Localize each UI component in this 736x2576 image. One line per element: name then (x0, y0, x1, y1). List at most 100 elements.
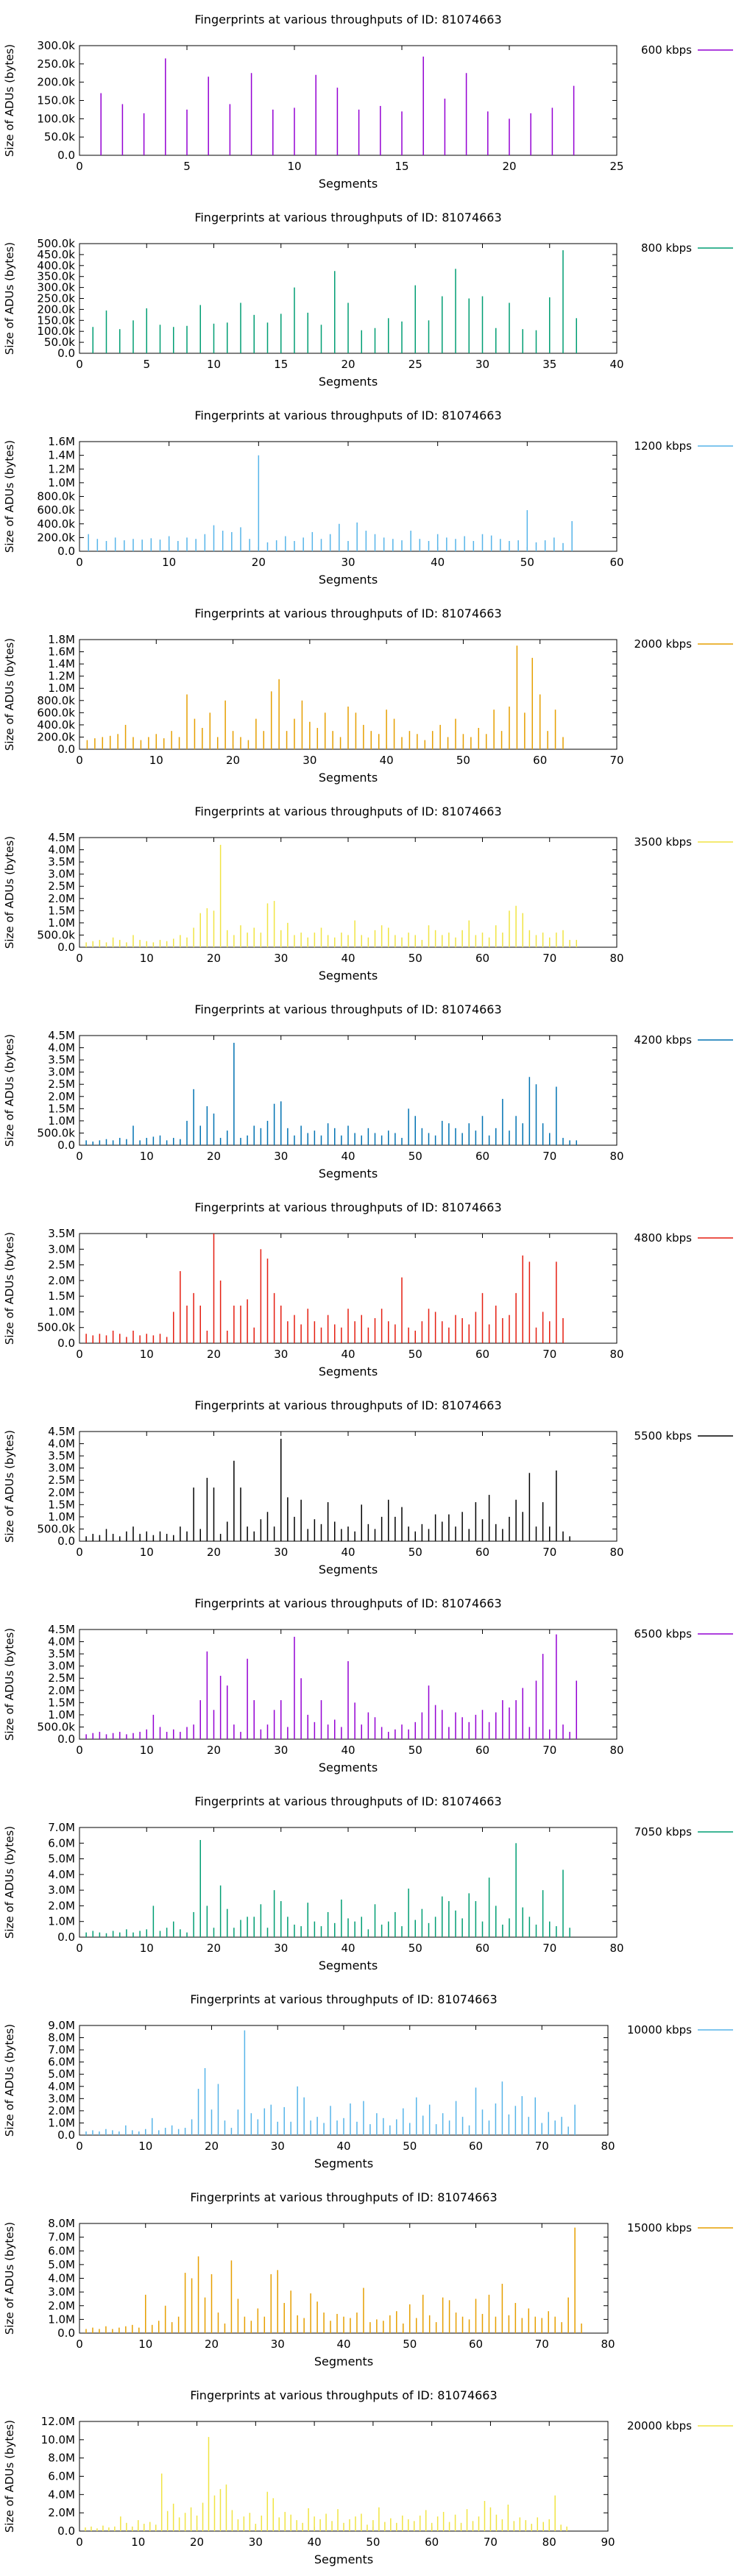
y-tick-label: 1.0M (48, 2313, 75, 2326)
y-tick-label: 4.5M (48, 1425, 75, 1438)
chart-panel: Fingerprints at various throughputs of I… (3, 210, 733, 389)
x-tick-label: 70 (484, 2536, 498, 2549)
legend-label: 15000 kbps (627, 2221, 692, 2234)
x-axis-label: Segments (319, 1958, 378, 1972)
x-tick-label: 40 (341, 1150, 355, 1163)
x-tick-label: 0 (76, 160, 83, 173)
x-tick-label: 10 (131, 2536, 145, 2549)
x-tick-label: 0 (76, 1348, 83, 1361)
y-tick-label: 250.0k (37, 57, 75, 71)
y-tick-label: 1.0M (48, 1305, 75, 1318)
y-tick-label: 50.0k (44, 336, 75, 349)
chart-title: Fingerprints at various throughputs of I… (194, 804, 501, 818)
y-tick-label: 1.0M (48, 1114, 75, 1128)
x-tick-label: 40 (609, 358, 623, 371)
x-tick-label: 70 (542, 1546, 556, 1559)
y-tick-label: 1.0M (48, 916, 75, 930)
y-tick-label: 1.5M (48, 1696, 75, 1709)
y-tick-label: 6.0M (48, 2244, 75, 2257)
x-tick-label: 20 (205, 2140, 219, 2153)
x-tick-label: 30 (341, 556, 355, 569)
x-tick-label: 50 (520, 556, 534, 569)
chart-title: Fingerprints at various throughputs of I… (194, 210, 501, 224)
x-tick-label: 10 (140, 1150, 154, 1163)
x-tick-label: 40 (336, 2140, 350, 2153)
legend-label: 10000 kbps (627, 2023, 692, 2037)
chart-title: Fingerprints at various throughputs of I… (194, 1200, 501, 1214)
y-tick-label: 400.0k (37, 259, 75, 272)
x-tick-label: 30 (274, 1150, 288, 1163)
x-tick-label: 30 (271, 2140, 285, 2153)
chart-title: Fingerprints at various throughputs of I… (190, 2190, 497, 2204)
y-tick-label: 1.0M (48, 476, 75, 489)
y-tick-label: 0.0 (57, 2129, 75, 2142)
x-tick-label: 80 (601, 2140, 615, 2153)
y-tick-label: 3.0M (48, 2285, 75, 2299)
x-tick-label: 70 (542, 1150, 556, 1163)
chart-title: Fingerprints at various throughputs of I… (194, 13, 501, 26)
x-tick-label: 50 (408, 1546, 422, 1559)
y-tick-label: 500.0k (37, 928, 75, 941)
y-tick-label: 250.0k (37, 292, 75, 305)
x-tick-label: 60 (475, 1546, 489, 1559)
legend-label: 800 kbps (641, 241, 692, 255)
legend-label: 20000 kbps (627, 2419, 692, 2432)
chart-panel: Fingerprints at various throughputs of I… (3, 1596, 733, 1774)
chart-panel: Fingerprints at various throughputs of I… (3, 804, 733, 983)
chart-panel: Fingerprints at various throughputs of I… (3, 1002, 733, 1181)
y-axis-label: Size of ADUs (bytes) (3, 836, 16, 949)
x-tick-label: 5 (143, 358, 150, 371)
x-tick-label: 20 (207, 1150, 221, 1163)
y-tick-label: 2.0M (48, 1684, 75, 1697)
x-tick-label: 0 (76, 1942, 83, 1955)
y-tick-label: 1.5M (48, 1498, 75, 1511)
x-tick-label: 40 (380, 754, 394, 767)
x-tick-label: 50 (403, 2338, 417, 2351)
y-tick-label: 450.0k (37, 248, 75, 261)
x-tick-label: 10 (138, 2338, 152, 2351)
x-tick-label: 10 (207, 358, 221, 371)
chart-panel: Fingerprints at various throughputs of I… (3, 1794, 733, 1972)
y-tick-label: 8.0M (48, 2217, 75, 2230)
x-tick-label: 50 (366, 2536, 380, 2549)
y-tick-label: 100.0k (37, 112, 75, 125)
chart-title: Fingerprints at various throughputs of I… (194, 408, 501, 422)
x-tick-label: 10 (140, 1942, 154, 1955)
y-tick-label: 2.0M (48, 1274, 75, 1287)
y-axis-label: Size of ADUs (bytes) (3, 2222, 16, 2335)
x-tick-label: 80 (542, 2536, 556, 2549)
x-tick-label: 30 (274, 1744, 288, 1757)
y-tick-label: 2.0M (48, 1090, 75, 1103)
y-tick-label: 1.4M (48, 657, 75, 670)
plot-frame (79, 2421, 609, 2532)
chart-panel: Fingerprints at various throughputs of I… (3, 2190, 733, 2368)
y-tick-label: 350.0k (37, 270, 75, 283)
y-tick-label: 0.0 (57, 2524, 75, 2538)
x-tick-label: 0 (76, 754, 83, 767)
y-tick-label: 1.2M (48, 462, 75, 475)
x-tick-label: 0 (76, 2140, 83, 2153)
x-tick-label: 50 (408, 1348, 422, 1361)
x-axis-label: Segments (319, 1167, 378, 1181)
x-tick-label: 60 (475, 1942, 489, 1955)
x-tick-label: 80 (609, 1942, 623, 1955)
chart-panel: Fingerprints at various throughputs of I… (3, 1992, 733, 2170)
x-tick-label: 50 (456, 754, 470, 767)
y-tick-label: 4.0M (48, 2080, 75, 2093)
x-axis-label: Segments (319, 177, 378, 191)
x-axis-label: Segments (319, 1365, 378, 1379)
y-tick-label: 800.0k (37, 694, 75, 707)
x-tick-label: 70 (542, 1744, 556, 1757)
x-tick-label: 0 (76, 952, 83, 965)
x-tick-label: 40 (308, 2536, 322, 2549)
y-tick-label: 7.0M (48, 2231, 75, 2244)
y-tick-label: 500.0k (37, 1126, 75, 1139)
y-tick-label: 8.0M (48, 2452, 75, 2465)
y-tick-label: 4.0M (48, 2272, 75, 2285)
y-tick-label: 0.0 (57, 1931, 75, 1944)
x-tick-label: 80 (609, 1546, 623, 1559)
y-tick-label: 1.4M (48, 449, 75, 462)
y-tick-label: 4.5M (48, 831, 75, 844)
y-tick-label: 2.0M (48, 2506, 75, 2519)
